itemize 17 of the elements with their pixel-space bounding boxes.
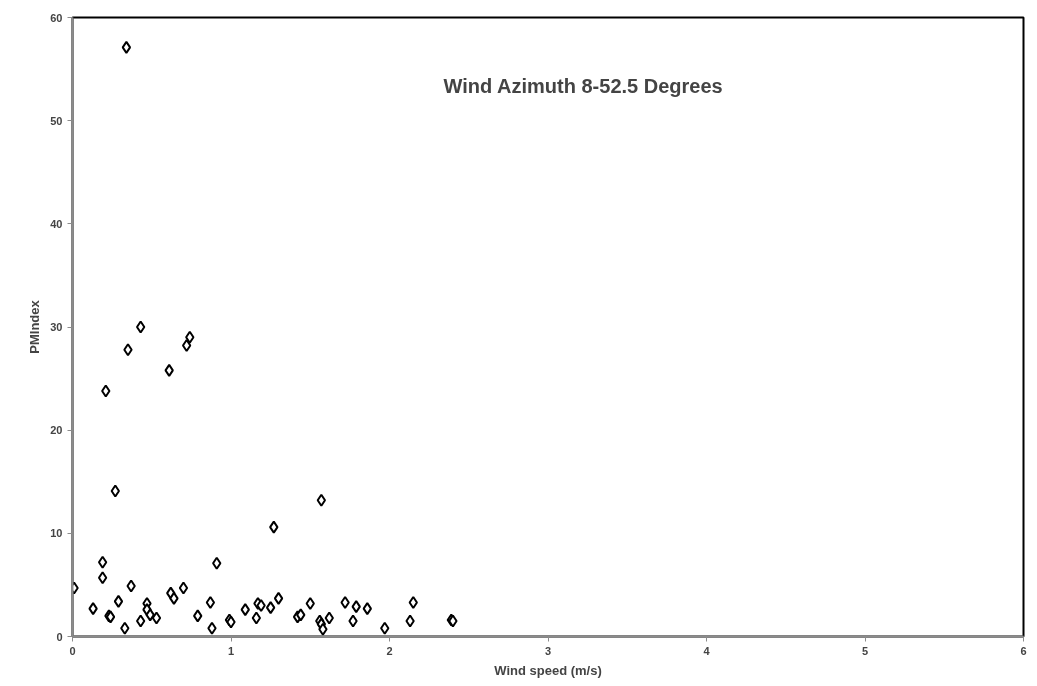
- y-tick-label: 0: [56, 630, 63, 643]
- y-tick-label: 40: [50, 217, 63, 230]
- y-axis-title: PMIndex: [27, 299, 43, 354]
- y-tick-label: 50: [50, 114, 63, 127]
- y-tick-label: 60: [50, 11, 63, 24]
- x-tick-label: 2: [386, 644, 393, 657]
- y-tick-label: 30: [50, 321, 63, 333]
- x-tick-label: 1: [227, 644, 235, 657]
- x-tick-label: 4: [703, 644, 711, 657]
- y-tick-label: 10: [50, 527, 63, 540]
- text: Wind Azimuth 8-52.5 Degrees: [443, 74, 723, 97]
- x-tick-label: 5: [861, 644, 869, 657]
- y-tick-label: 20: [50, 424, 63, 437]
- x-tick-label: 6: [1020, 644, 1027, 657]
- x-tick-label: 0: [69, 644, 76, 657]
- x-tick-label: 3: [544, 644, 552, 657]
- x-axis-title: Wind speed (m/s): [494, 662, 602, 678]
